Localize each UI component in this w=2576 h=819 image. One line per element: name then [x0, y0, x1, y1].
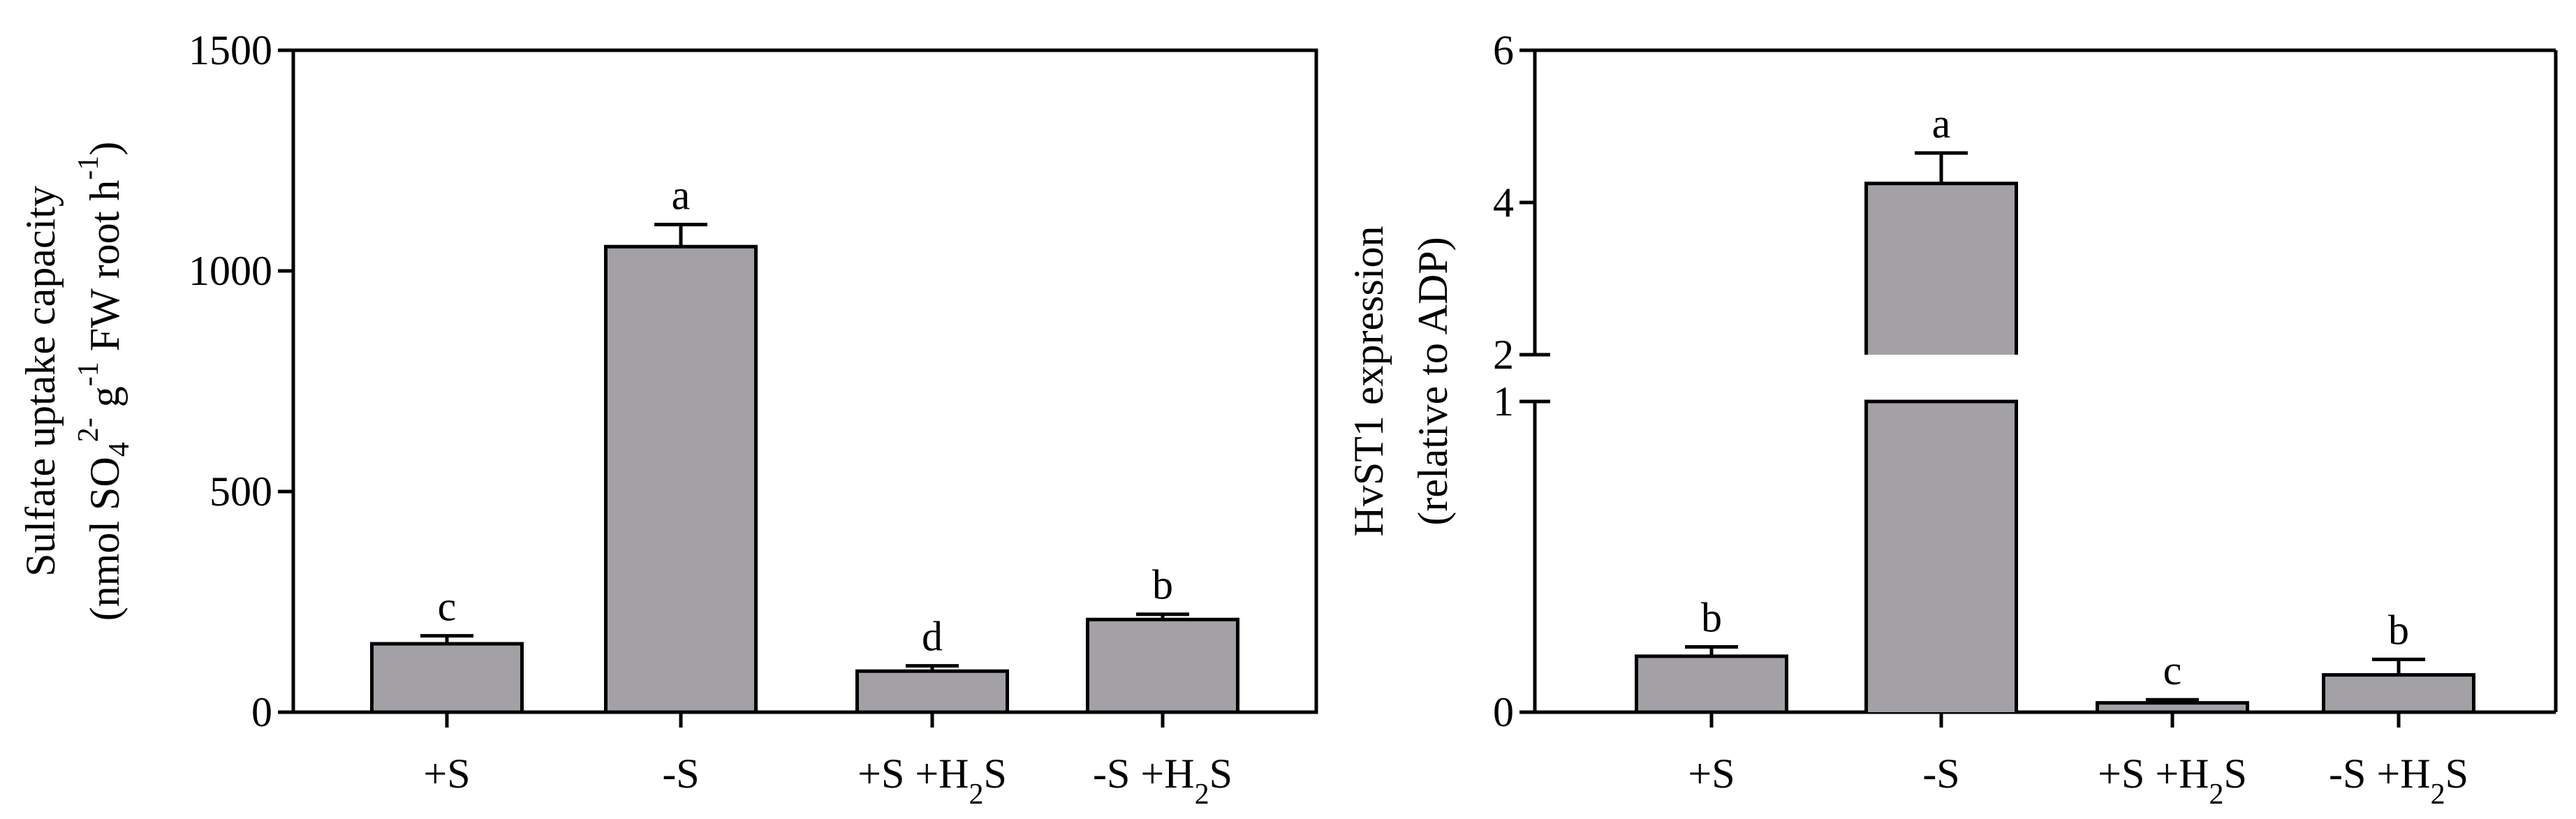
y-tick-label-left: 500	[209, 468, 272, 515]
x-category-label-left-3-part: -S +H	[1093, 751, 1195, 797]
bar-right-1-upper	[1864, 182, 2018, 355]
y-axis-label-left-part: -1	[73, 362, 105, 386]
bar-left-0	[370, 642, 524, 714]
y-tick-label-right: 0	[1493, 689, 1514, 735]
x-category-label-left-3-part: 2	[1195, 779, 1209, 811]
plot-frame-left	[291, 48, 1318, 714]
bar-left-1	[604, 244, 758, 714]
significance-label-right-0: b	[1701, 595, 1722, 641]
x-category-label-right-3-part: -S +H	[2329, 751, 2431, 797]
significance-label-left-1: a	[672, 172, 691, 219]
x-category-label-right-3: -S +H2S	[2329, 751, 2468, 811]
significance-label-left-3: b	[1152, 562, 1173, 608]
y-axis-label-left-part: 4	[103, 442, 135, 457]
x-category-label-right-0-part: +S	[1688, 751, 1735, 797]
y-axis-label-left-part: (nmol SO	[82, 457, 128, 621]
y-axis-label-left: Sulfate uptake capacity (nmol SO42- g-1 F…	[17, 142, 135, 621]
bar-left-3	[1086, 617, 1239, 714]
bar-right-2	[2096, 701, 2249, 714]
x-category-label-right-0: +S	[1688, 751, 1735, 797]
bar-right-1-lower	[1864, 399, 2018, 712]
bar-right-3	[2322, 673, 2475, 714]
y-axis-label-left-part: g	[82, 386, 128, 418]
x-category-label-right-2: +S +H2S	[2098, 751, 2247, 811]
y-tick-label-right: 2	[1493, 332, 1514, 378]
bar-left-2	[855, 669, 1009, 714]
x-category-label-right-2-part: +S +H	[2098, 751, 2209, 797]
y-axis-label-right-line2: (relative to ADP)	[1410, 237, 1456, 525]
x-category-label-left-1-part: -S	[662, 751, 699, 797]
x-category-label-left-2: +S +H2S	[858, 751, 1007, 811]
y-tick-label-left: 1500	[189, 27, 272, 73]
significance-label-right-3: b	[2388, 607, 2409, 653]
y-axis-label-left-part: 2-	[73, 418, 105, 442]
x-category-label-left-0: +S	[423, 751, 470, 797]
bar-right-0	[1635, 654, 1788, 714]
x-category-label-left-3: -S +H2S	[1093, 751, 1232, 811]
significance-label-right-2: c	[2163, 647, 2182, 693]
y-tick-label-right: 6	[1493, 27, 1514, 73]
significance-label-left-2: d	[922, 614, 943, 660]
significance-label-left-0: c	[438, 584, 457, 630]
y-axis-label-left-part: )	[82, 142, 128, 156]
x-category-label-left-0-part: +S	[423, 751, 470, 797]
y-axis-label-right: HvST1 expression (relative to ADP)	[1346, 226, 1456, 537]
x-category-label-left-2-part: 2	[969, 779, 984, 811]
y-axis-label-left-part: FW root h	[82, 180, 128, 362]
x-category-label-right-1-part: -S	[1922, 751, 1959, 797]
x-category-label-left-2-part: +S +H	[858, 751, 969, 797]
x-category-label-right-3-part: S	[2445, 751, 2468, 797]
x-category-label-left-1: -S	[662, 751, 699, 797]
x-category-label-right-2-part: 2	[2209, 779, 2224, 811]
y-axis-label-left-line2: (nmol SO42- g-1 FW root h-1)	[73, 142, 135, 621]
y-tick-label-right: 4	[1493, 179, 1514, 226]
y-axis-label-left-part: -1	[73, 156, 105, 180]
x-category-label-right-3-part: 2	[2431, 779, 2445, 811]
x-category-label-right-1: -S	[1922, 751, 1959, 797]
x-category-label-left-2-part: S	[984, 751, 1007, 797]
x-category-label-right-2-part: S	[2224, 751, 2247, 797]
y-tick-label-left: 1000	[189, 248, 272, 294]
y-tick-label-right: 1	[1493, 378, 1514, 425]
y-axis-label-left-line1: Sulfate uptake capacity	[17, 186, 64, 577]
y-axis-label-right-line1: HvST1 expression	[1346, 226, 1392, 537]
x-category-label-left-3-part: S	[1209, 751, 1232, 797]
significance-label-right-1: a	[1932, 101, 1951, 147]
y-tick-label-left: 0	[251, 689, 272, 735]
